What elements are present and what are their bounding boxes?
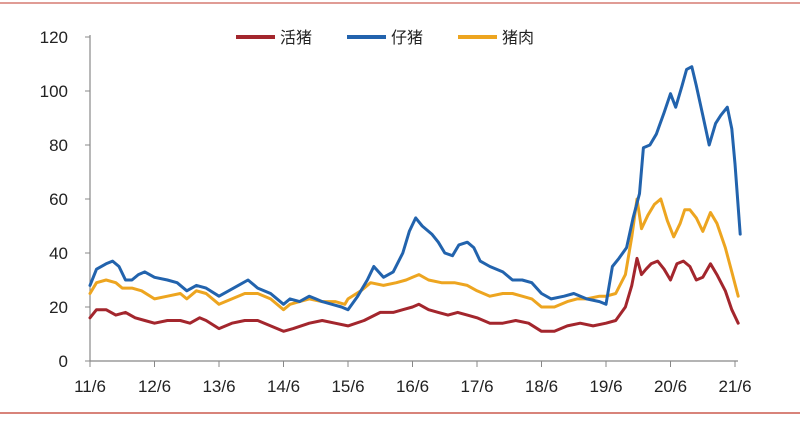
x-tick-label: 13/6: [202, 377, 235, 396]
x-tick-label: 15/6: [331, 377, 364, 396]
legend-label-live-pig: 活猪: [280, 28, 312, 47]
y-tick-label: 20: [49, 298, 68, 317]
x-tick-label: 12/6: [138, 377, 171, 396]
x-tick-label: 17/6: [460, 377, 493, 396]
x-tick-label: 21/6: [718, 377, 751, 396]
y-tick-label: 120: [40, 28, 68, 47]
x-tick-label: 19/6: [589, 377, 622, 396]
series-line-piglet: [88, 65, 742, 312]
series-line-live-pig: [88, 256, 740, 333]
x-tick-labels: 11/6 12/6 13/6 14/6 15/6 16/6 17/6 18/6 19/6 20/6…: [74, 361, 752, 396]
series-layer: [88, 65, 742, 333]
x-tick-label: 18/6: [525, 377, 558, 396]
axes: [89, 35, 738, 362]
legend-label-piglet: 仔猪: [391, 28, 423, 47]
y-tick-label: 60: [49, 190, 68, 209]
x-tick-label: 11/6: [74, 377, 106, 396]
x-tick-label: 16/6: [396, 377, 429, 396]
series-line-pork: [88, 197, 740, 312]
y-tick-label: 100: [40, 82, 68, 101]
legend: 活猪 仔猪 猪肉: [236, 28, 534, 47]
y-tick-label: 0: [59, 352, 68, 371]
legend-label-pork: 猪肉: [502, 28, 534, 47]
y-tick-label: 80: [49, 136, 68, 155]
y-tick-labels: 0 20 40 60 80 100 120: [40, 28, 90, 371]
x-tick-label: 20/6: [654, 377, 687, 396]
y-tick-label: 40: [49, 244, 68, 263]
x-tick-label: 14/6: [267, 377, 300, 396]
